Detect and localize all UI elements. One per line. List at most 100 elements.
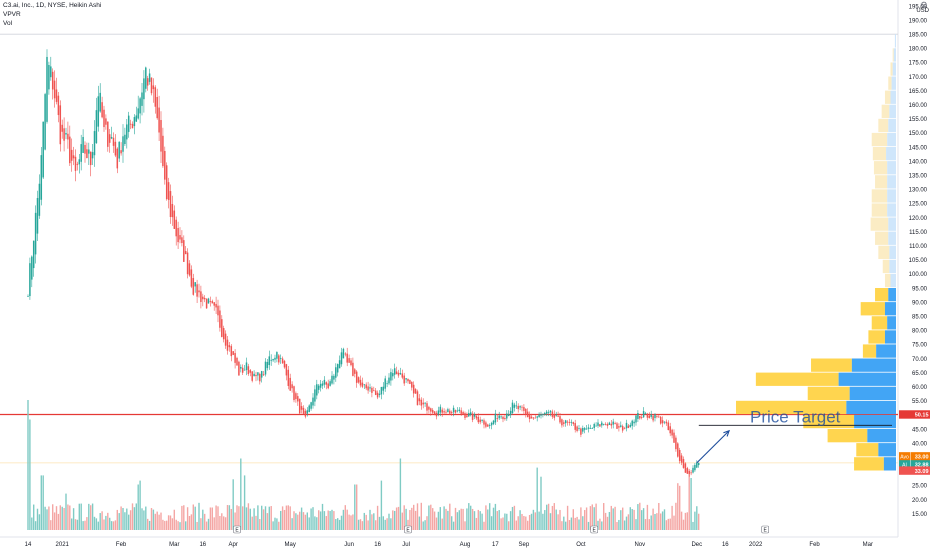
candle-body — [268, 356, 271, 366]
candle-body — [405, 378, 407, 380]
candle-body — [631, 420, 633, 426]
volume-bar — [171, 518, 174, 530]
candle-body — [462, 412, 464, 415]
earnings-marker-box — [590, 525, 599, 534]
candle-body — [154, 87, 157, 107]
volume-bar — [460, 508, 462, 530]
candle-body — [582, 428, 584, 432]
volume-bar — [555, 509, 557, 530]
symbol-legend[interactable]: C3.ai, Inc., 1D, NYSE, Heikin Ashi — [3, 2, 102, 9]
price-tick-label: 165.00 — [909, 89, 928, 95]
volume-bar — [527, 520, 529, 530]
candle-body — [202, 296, 204, 300]
volume-bar — [160, 512, 162, 530]
volume-bar — [319, 511, 322, 530]
volume-indicator-legend[interactable]: Vol — [3, 20, 13, 27]
candle-body — [346, 353, 348, 363]
volume-bar — [207, 518, 210, 530]
volume-bar — [148, 520, 151, 530]
candle-body — [127, 115, 130, 132]
volume-bar — [544, 510, 546, 530]
volume-bar — [627, 514, 630, 530]
earnings-marker: E — [233, 525, 241, 534]
vpvr-indicator-legend[interactable]: VPVR — [3, 11, 21, 18]
volume-bar — [281, 506, 284, 530]
volume-bar — [145, 506, 147, 530]
volume-bar — [515, 520, 517, 530]
volume-bar — [91, 503, 94, 530]
candle-body — [302, 407, 305, 414]
candle-body — [177, 228, 179, 243]
candle-body — [435, 412, 438, 417]
vpvr-row-up — [886, 147, 896, 161]
volume-bar — [198, 502, 200, 530]
volume-bar — [629, 507, 631, 530]
volume-bar — [439, 507, 441, 530]
candle-body — [618, 426, 620, 428]
time-tick-label: 16 — [199, 542, 206, 548]
price-tick-label: 195.00 — [909, 4, 928, 10]
volume-bar — [371, 514, 373, 530]
volume-bar — [525, 516, 527, 530]
volume-bar — [114, 520, 117, 530]
candle-body — [224, 333, 227, 346]
volume-bar — [88, 503, 90, 530]
candle-body — [175, 219, 177, 237]
time-tick-label: Apr — [229, 542, 238, 548]
price-tick-label: 25.00 — [912, 484, 928, 490]
axis-label-value: 33.00 — [915, 455, 929, 461]
vpvr-row-up — [883, 457, 896, 471]
volume-bar — [690, 478, 692, 530]
candle-body — [559, 416, 561, 423]
candle-body — [234, 353, 236, 363]
gear-icon[interactable]: ⚙ — [919, 1, 928, 11]
volume-bar — [553, 503, 555, 530]
volume-bar — [382, 516, 384, 530]
candle-body — [88, 149, 90, 154]
candle-body — [477, 416, 480, 423]
volume-bar — [278, 521, 280, 530]
volume-bar — [186, 507, 189, 530]
volume-bar — [432, 508, 434, 530]
candle-body — [471, 413, 474, 420]
candle-body — [464, 413, 466, 418]
earnings-marker-box — [404, 525, 412, 534]
volume-bar — [403, 505, 405, 530]
volume-bar — [603, 503, 605, 530]
vpvr-row-up — [889, 245, 896, 259]
candle-body — [530, 416, 533, 419]
time-tick-label: Nov — [634, 542, 645, 548]
volume-bar — [194, 506, 196, 530]
volume-bar — [549, 513, 552, 530]
volume-bar — [331, 509, 333, 530]
vpvr-row-down — [868, 330, 885, 344]
candle-body — [422, 402, 424, 405]
volume-bar — [274, 517, 276, 530]
volume-bar — [411, 507, 413, 530]
volume-bar — [422, 521, 424, 530]
volume-bar — [249, 508, 251, 530]
volume-bar — [384, 519, 386, 530]
candle-body — [308, 405, 310, 413]
price-target-label[interactable]: Price Target — [750, 407, 841, 426]
volume-bar — [133, 507, 136, 530]
candle-body — [392, 373, 394, 377]
candle-body — [532, 417, 535, 419]
candle-body — [627, 425, 630, 429]
axis-label-prefix: AI — [902, 462, 907, 468]
candle-body — [272, 359, 274, 361]
candle-body — [602, 423, 605, 425]
time-tick-label: 16 — [374, 542, 381, 548]
candle-body — [186, 252, 189, 275]
volume-bar — [675, 502, 677, 530]
candle-body — [620, 425, 622, 427]
candle-body — [281, 358, 284, 364]
volume-bar — [669, 518, 671, 530]
vpvr-histogram — [736, 34, 896, 471]
axis-price-label: Avo 33.00 — [899, 452, 930, 461]
volume-bar — [367, 520, 369, 530]
candle-body — [213, 302, 215, 306]
volume-bar — [373, 513, 375, 530]
